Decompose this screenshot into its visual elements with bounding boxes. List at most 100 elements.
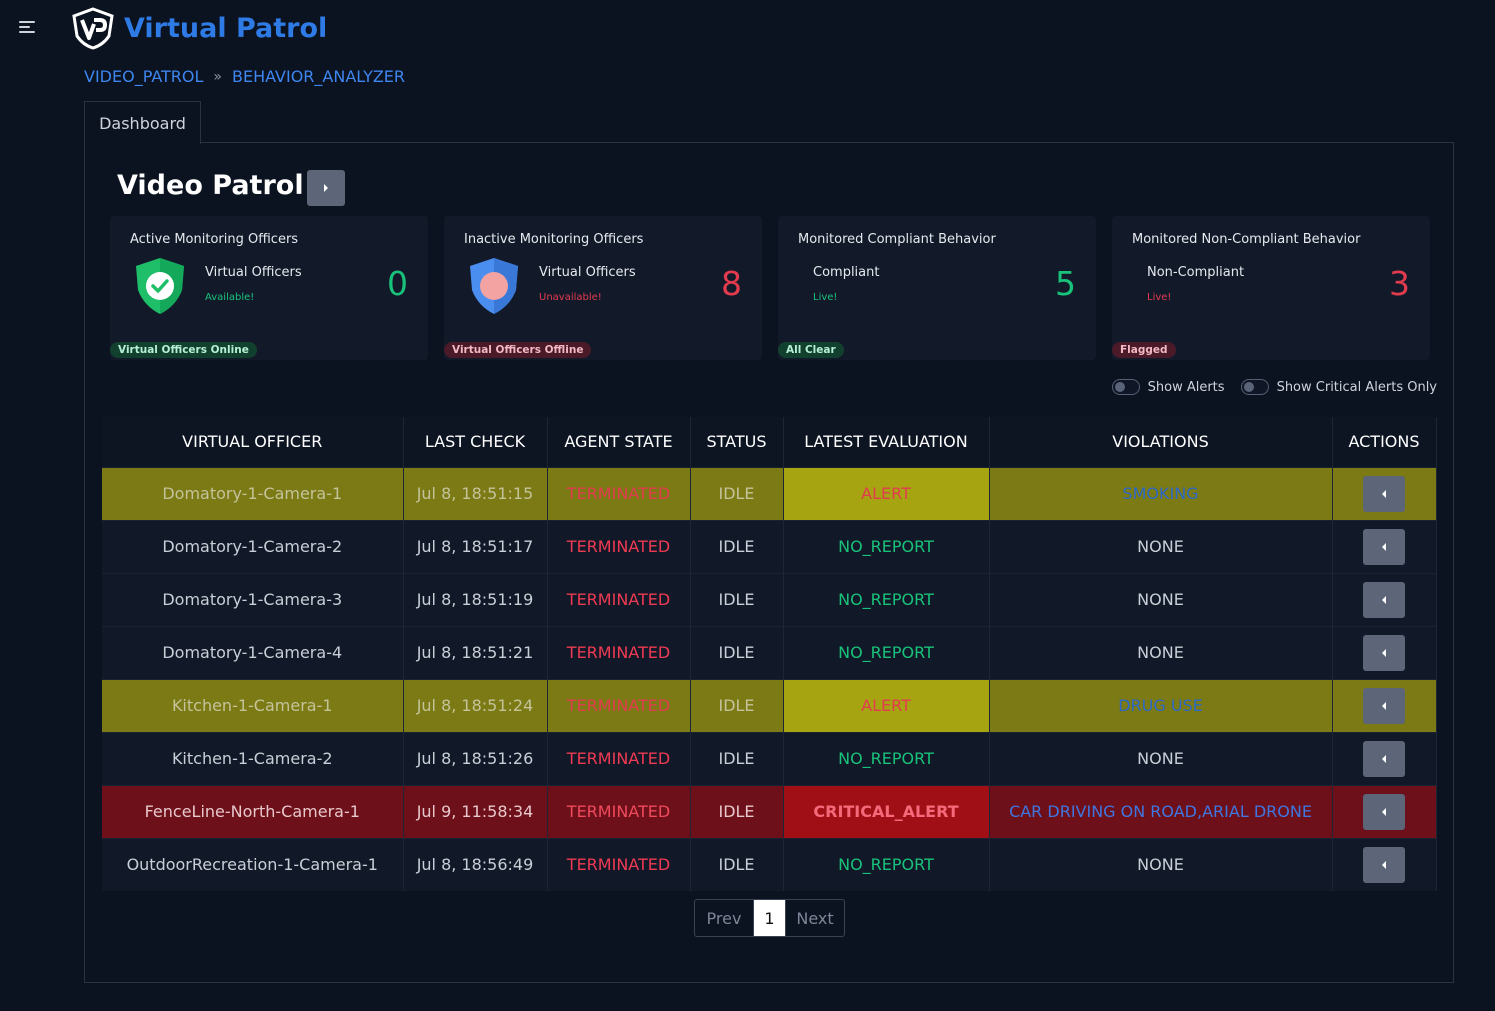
toggle-switch[interactable] (1240, 379, 1269, 395)
status-badge: All Clear (778, 342, 844, 358)
card-title: Monitored Compliant Behavior (798, 232, 996, 247)
table-row: Kitchen-1-Camera-2 Jul 8, 18:51:26 TERMI… (102, 731, 1437, 785)
card-count: 8 (721, 264, 742, 303)
caret-left-icon (1382, 754, 1386, 763)
prev-page-button[interactable]: Prev (695, 900, 754, 936)
officer-cell: Domatory-1-Camera-2 (102, 519, 404, 573)
agent-state-cell: TERMINATED (547, 625, 691, 679)
card-count: 0 (387, 264, 408, 303)
breadcrumb: VIDEO_PATROL » BEHAVIOR_ANALYZER (84, 67, 405, 86)
next-page-button[interactable]: Next (785, 900, 844, 936)
row-action-button[interactable] (1363, 581, 1405, 618)
evaluation-cell: CRITICAL_ALERT (783, 784, 990, 838)
card-title: Monitored Non-Compliant Behavior (1132, 232, 1361, 247)
officer-cell: Domatory-1-Camera-1 (102, 466, 404, 520)
last-check-cell: Jul 8, 18:51:26 (403, 731, 548, 785)
card-compliant: Monitored Compliant Behavior Compliant L… (778, 216, 1096, 360)
top-bar: Virtual Patrol (0, 0, 1495, 56)
agent-state-cell: TERMINATED (547, 519, 691, 573)
status-cell: IDLE (690, 784, 784, 838)
toggle-label: Show Alerts (1147, 379, 1225, 395)
breadcrumb-video-patrol[interactable]: VIDEO_PATROL (84, 67, 204, 86)
status-cell: IDLE (690, 572, 784, 626)
app-logo[interactable]: Virtual Patrol (68, 6, 327, 50)
caret-right-icon (324, 184, 328, 192)
caret-left-icon (1382, 860, 1386, 869)
agent-state-cell: TERMINATED (547, 572, 691, 626)
card-title: Inactive Monitoring Officers (464, 232, 644, 247)
row-action-button[interactable] (1363, 846, 1405, 883)
tab-dashboard[interactable]: Dashboard (84, 101, 201, 144)
row-action-button[interactable] (1363, 793, 1405, 830)
card-status: Live! (813, 292, 838, 303)
status-cell: IDLE (690, 519, 784, 573)
row-action-button[interactable] (1363, 634, 1405, 671)
row-action-button[interactable] (1363, 740, 1405, 777)
last-check-cell: Jul 9, 11:58:34 (403, 784, 548, 838)
table-row: Kitchen-1-Camera-1 Jul 8, 18:51:24 TERMI… (102, 678, 1437, 732)
column-header: AGENT STATE (547, 417, 691, 467)
column-header: VIOLATIONS (989, 417, 1333, 467)
officer-cell: Kitchen-1-Camera-2 (102, 731, 404, 785)
status-badge: Flagged (1112, 342, 1176, 358)
table-row: Domatory-1-Camera-4 Jul 8, 18:51:21 TERM… (102, 625, 1437, 679)
agent-state-cell: TERMINATED (547, 731, 691, 785)
status-badge: Virtual Officers Online (110, 342, 257, 358)
column-header: VIRTUAL OFFICER (102, 417, 404, 467)
current-page-button[interactable]: 1 (754, 900, 785, 936)
caret-left-icon (1382, 489, 1386, 498)
expand-button[interactable] (307, 170, 345, 206)
green-shield-check-icon (136, 258, 184, 314)
breadcrumb-separator: » (213, 68, 222, 85)
column-header: LAST CHECK (403, 417, 548, 467)
evaluation-cell: NO_REPORT (783, 519, 990, 573)
row-action-button[interactable] (1363, 528, 1405, 565)
actions-cell (1332, 731, 1437, 785)
card-status: Available! (205, 292, 255, 303)
card-label: Virtual Officers (539, 265, 636, 280)
status-cell: IDLE (690, 731, 784, 785)
actions-cell (1332, 466, 1437, 520)
officers-table: VIRTUAL OFFICER LAST CHECK AGENT STATE S… (102, 417, 1437, 891)
row-action-button[interactable] (1363, 687, 1405, 724)
caret-left-icon (1382, 595, 1386, 604)
officer-cell: Domatory-1-Camera-3 (102, 572, 404, 626)
table-row: Domatory-1-Camera-1 Jul 8, 18:51:15 TERM… (102, 466, 1437, 520)
show-alerts-toggle[interactable]: Show Alerts (1111, 379, 1225, 395)
show-critical-toggle[interactable]: Show Critical Alerts Only (1240, 379, 1437, 395)
last-check-cell: Jul 8, 18:51:21 (403, 625, 548, 679)
caret-left-icon (1382, 701, 1386, 710)
last-check-cell: Jul 8, 18:51:19 (403, 572, 548, 626)
hamburger-menu-icon[interactable] (19, 21, 35, 35)
actions-cell (1332, 519, 1437, 573)
row-action-button[interactable] (1363, 475, 1405, 512)
actions-cell (1332, 678, 1437, 732)
card-count: 3 (1389, 264, 1410, 303)
table-row: Domatory-1-Camera-3 Jul 8, 18:51:19 TERM… (102, 572, 1437, 626)
violations-cell: CAR DRIVING ON ROAD,ARIAL DRONE (989, 784, 1333, 838)
caret-left-icon (1382, 807, 1386, 816)
violations-cell: NONE (989, 731, 1333, 785)
status-cell: IDLE (690, 678, 784, 732)
blue-shield-icon (470, 258, 518, 314)
breadcrumb-behavior-analyzer[interactable]: BEHAVIOR_ANALYZER (232, 67, 406, 86)
officer-cell: OutdoorRecreation-1-Camera-1 (102, 837, 404, 891)
vp-logo-icon (72, 7, 114, 50)
card-label: Compliant (813, 265, 880, 280)
agent-state-cell: TERMINATED (547, 678, 691, 732)
table-row: OutdoorRecreation-1-Camera-1 Jul 8, 18:5… (102, 837, 1437, 891)
card-count: 5 (1055, 264, 1076, 303)
evaluation-cell: NO_REPORT (783, 625, 990, 679)
officer-cell: Domatory-1-Camera-4 (102, 625, 404, 679)
status-cell: IDLE (690, 625, 784, 679)
column-header: STATUS (690, 417, 784, 467)
alert-toggles: Show Alerts Show Critical Alerts Only (1096, 379, 1437, 395)
evaluation-cell: ALERT (783, 466, 990, 520)
table-row: FenceLine-North-Camera-1 Jul 9, 11:58:34… (102, 784, 1437, 838)
toggle-switch[interactable] (1111, 379, 1140, 395)
status-badge: Virtual Officers Offline (444, 342, 592, 358)
agent-state-cell: TERMINATED (547, 466, 691, 520)
caret-left-icon (1382, 542, 1386, 551)
card-inactive-officers: Inactive Monitoring Officers Virtual Off… (444, 216, 762, 360)
agent-state-cell: TERMINATED (547, 784, 691, 838)
